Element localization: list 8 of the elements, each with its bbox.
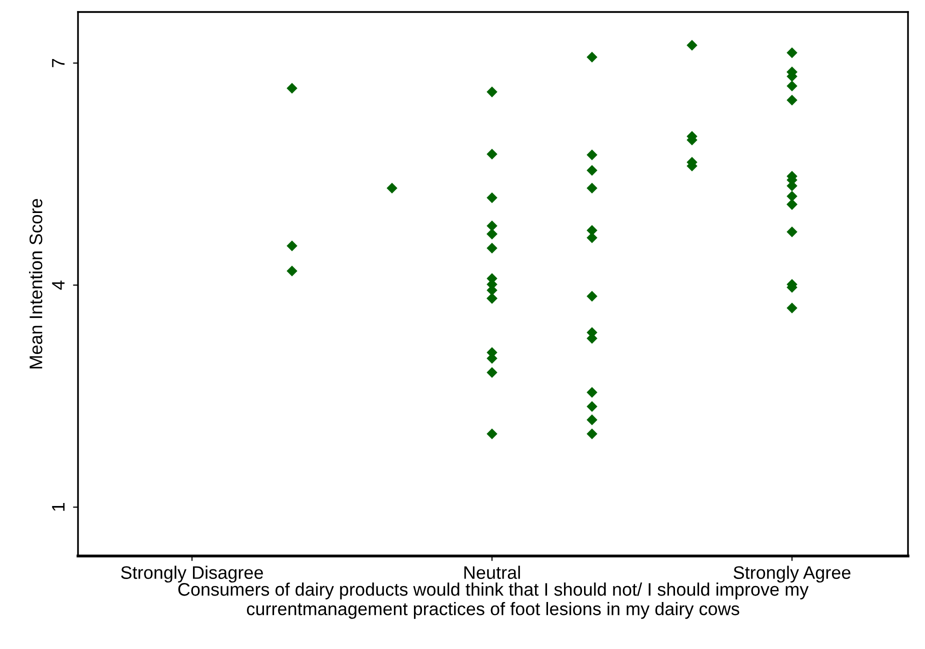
x-tick-label: Strongly Disagree (121, 566, 263, 583)
x-tick-label: Strongly Agree (734, 566, 850, 583)
x-tick-label: Neutral (464, 566, 520, 579)
y-tick-label: 4 (52, 280, 65, 290)
y-tick-label: 7 (52, 58, 65, 68)
y-axis-title: Mean Intention Score (29, 198, 42, 368)
y-tick-label: 1 (52, 503, 65, 511)
x-axis-title: Consumers of dairy products would think that I should not/ I should improve my currentmanagement practices of foot lesions in my dairy cows (178, 582, 809, 619)
